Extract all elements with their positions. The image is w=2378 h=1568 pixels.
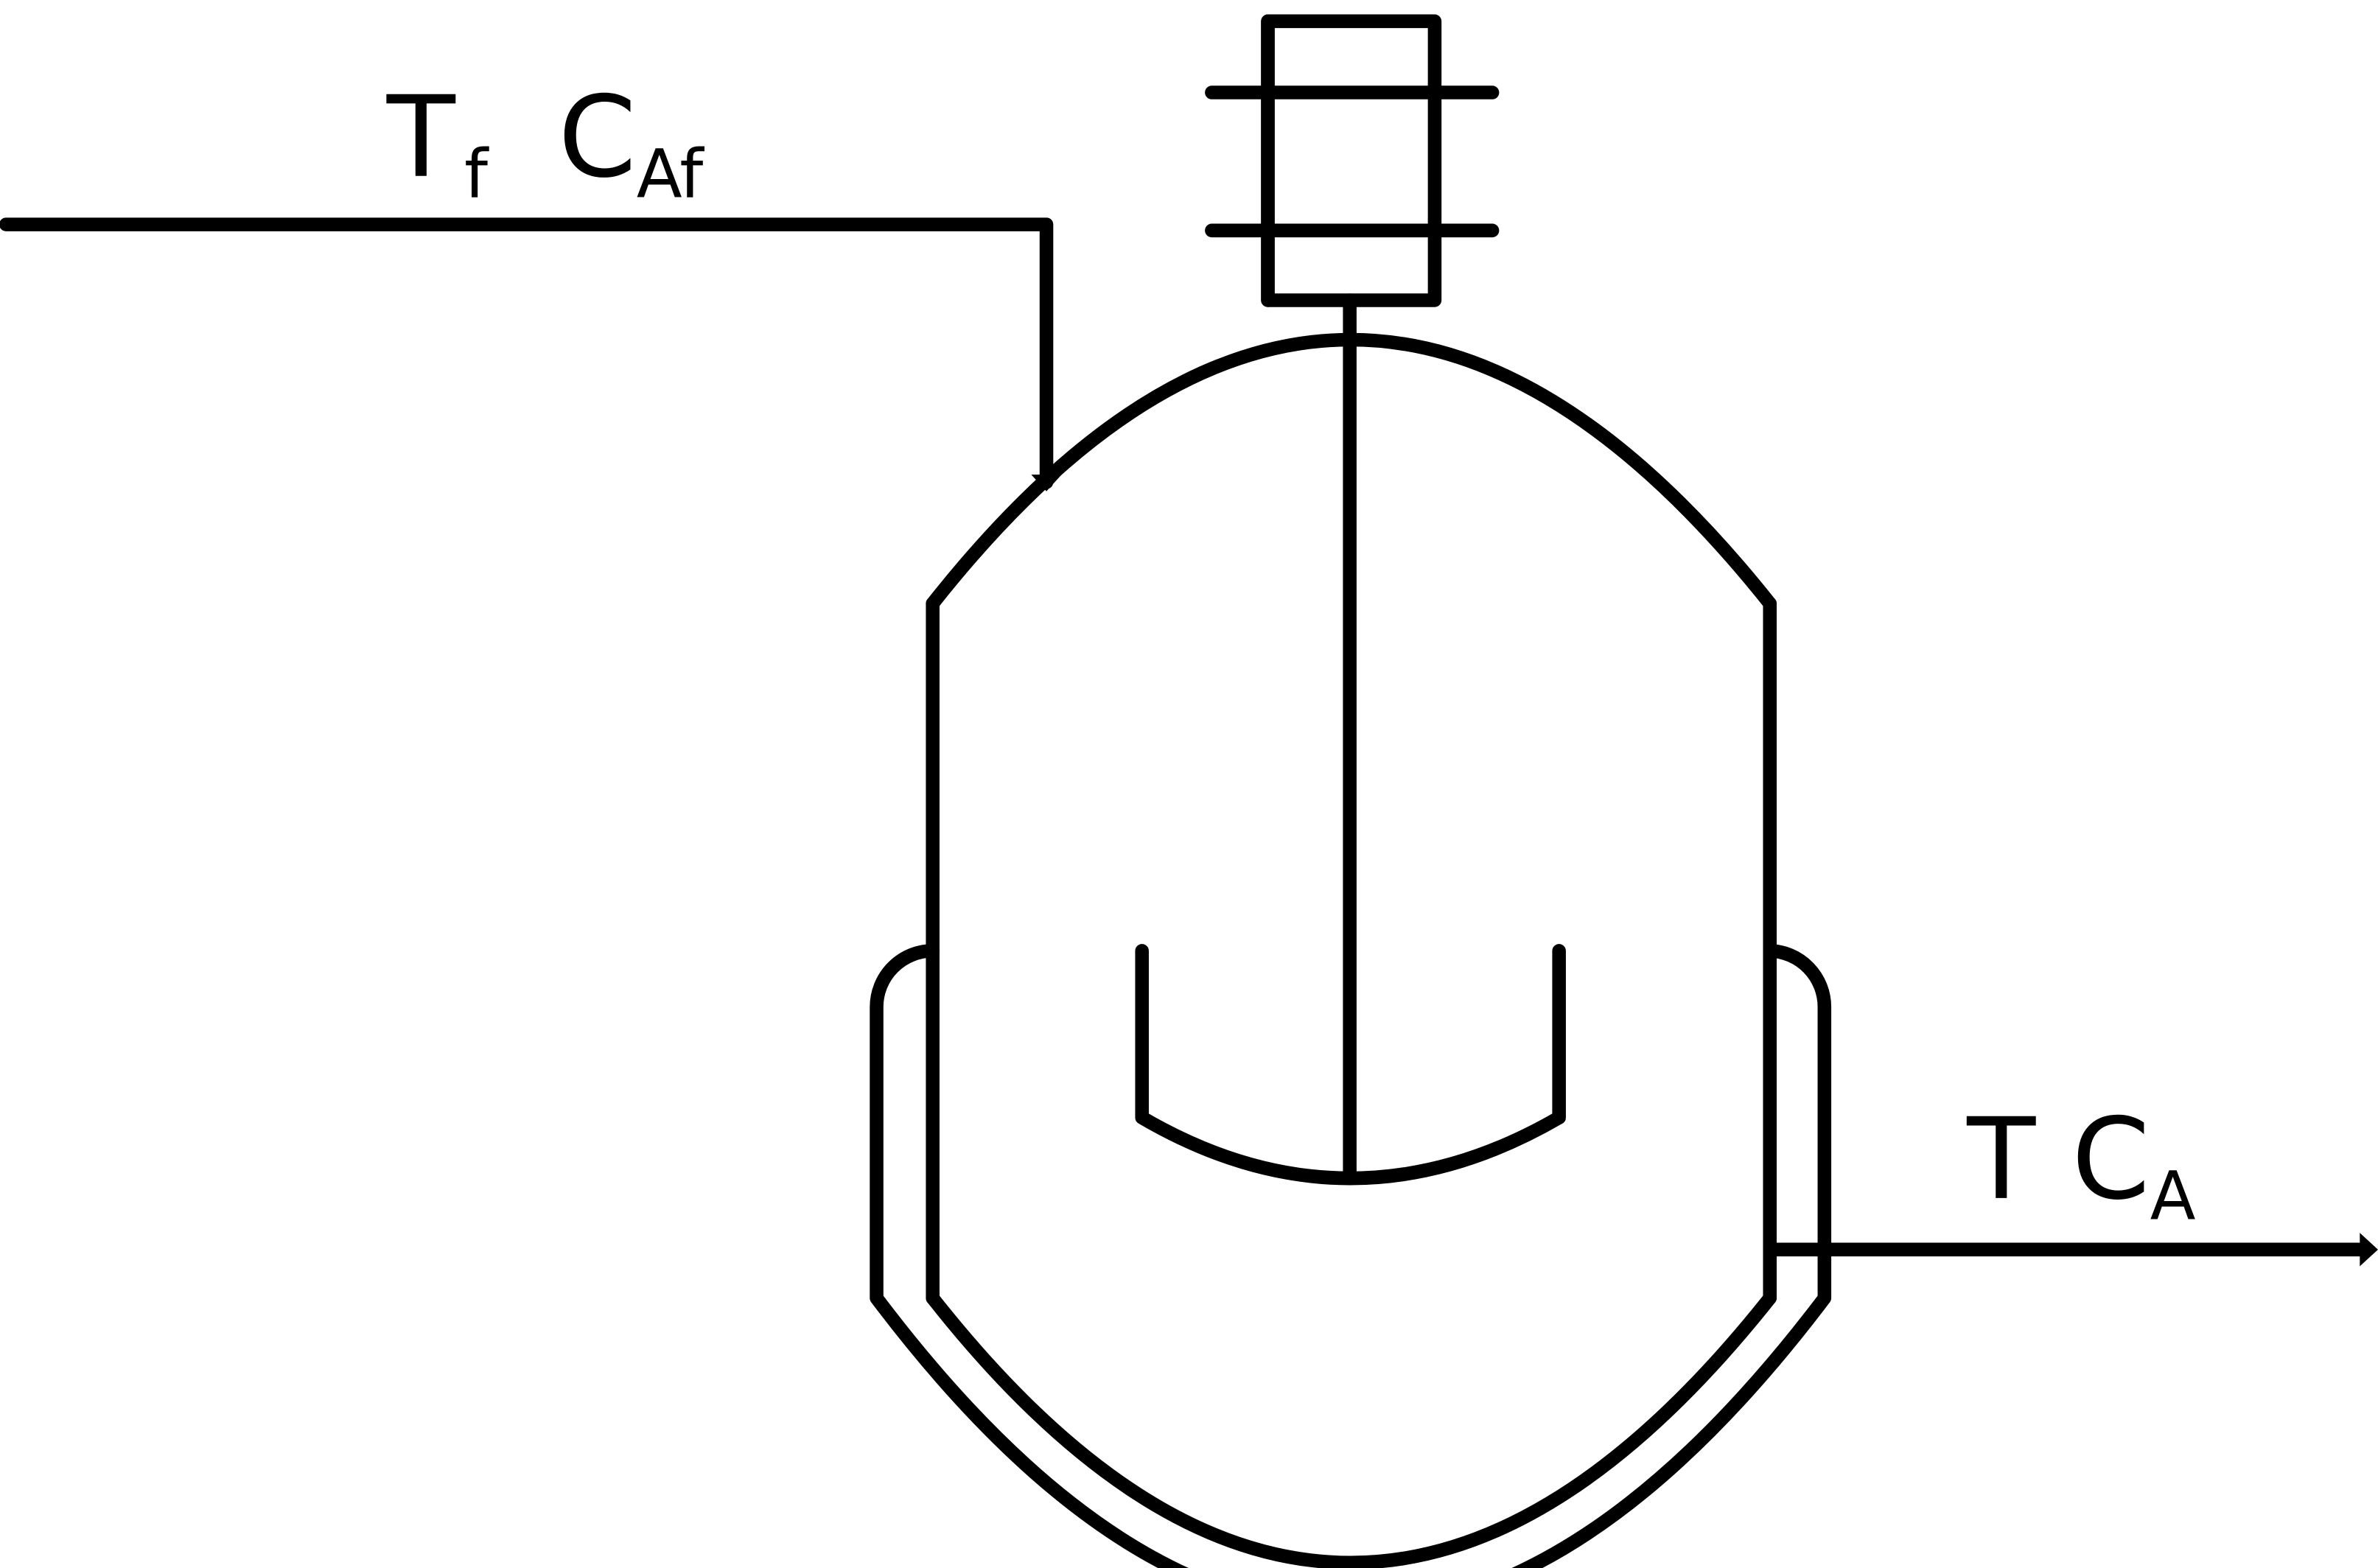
outlet-line <box>1763 1233 2378 1267</box>
impeller <box>1135 944 1566 1186</box>
feed-concentration-label: CAf <box>558 72 704 214</box>
outlet-arrowhead <box>2360 1233 2378 1267</box>
agitator-motor <box>1205 14 1500 307</box>
outlet-labels: T CA <box>1966 1094 2195 1236</box>
feed-line <box>0 217 1062 491</box>
cooling-jacket <box>870 944 1832 1568</box>
outlet-concentration-label: CA <box>2071 1094 2195 1236</box>
outlet-temperature-label: T <box>1966 1094 2036 1225</box>
